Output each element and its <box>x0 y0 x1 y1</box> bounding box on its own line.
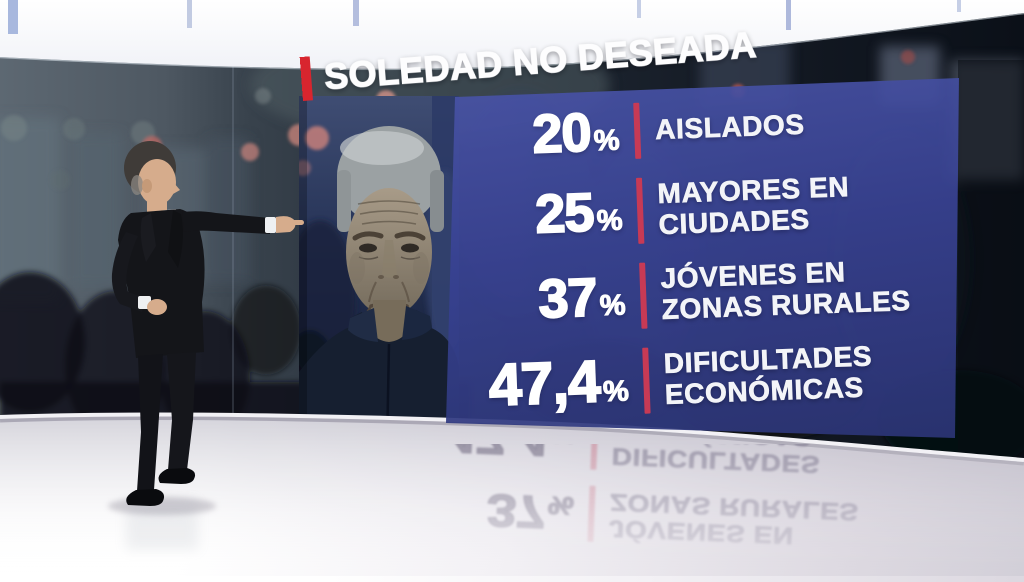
stats-panel-background <box>446 78 959 438</box>
floor-sheen <box>0 416 1024 576</box>
percent-sign: % <box>602 375 630 409</box>
stat-label: MAYORES EN CIUDADES <box>656 170 850 240</box>
wall-right-shadow <box>958 60 1024 462</box>
stats-panel: 20% AISLADOS 25% MAYORES EN CIUDADES 37% … <box>438 70 972 446</box>
stat-divider <box>639 262 648 329</box>
stat-label: AISLADOS <box>654 108 806 145</box>
stat-value: 37% <box>536 266 627 330</box>
stat-divider <box>633 102 642 159</box>
presenter <box>108 141 304 550</box>
stat-divider <box>635 177 645 244</box>
stat-value: 25% <box>533 181 624 245</box>
percent-sign: % <box>593 124 621 158</box>
stat-value: 47,4% <box>487 347 630 419</box>
headline-accent-bar <box>299 56 313 101</box>
stat-value: 20% <box>530 102 621 166</box>
stats-rows: 20% AISLADOS 25% MAYORES EN CIUDADES 37% … <box>468 82 966 429</box>
stat-label: JÓVENES EN ZONAS RURALES <box>660 255 912 325</box>
stat-divider <box>642 347 651 414</box>
percent-sign: % <box>599 288 627 322</box>
stat-row-dificultades: 47,4% DIFICULTADES ECONÓMICAS <box>477 326 966 429</box>
stat-label: DIFICULTADES ECONÓMICAS <box>663 340 873 410</box>
percent-sign: % <box>596 203 624 237</box>
